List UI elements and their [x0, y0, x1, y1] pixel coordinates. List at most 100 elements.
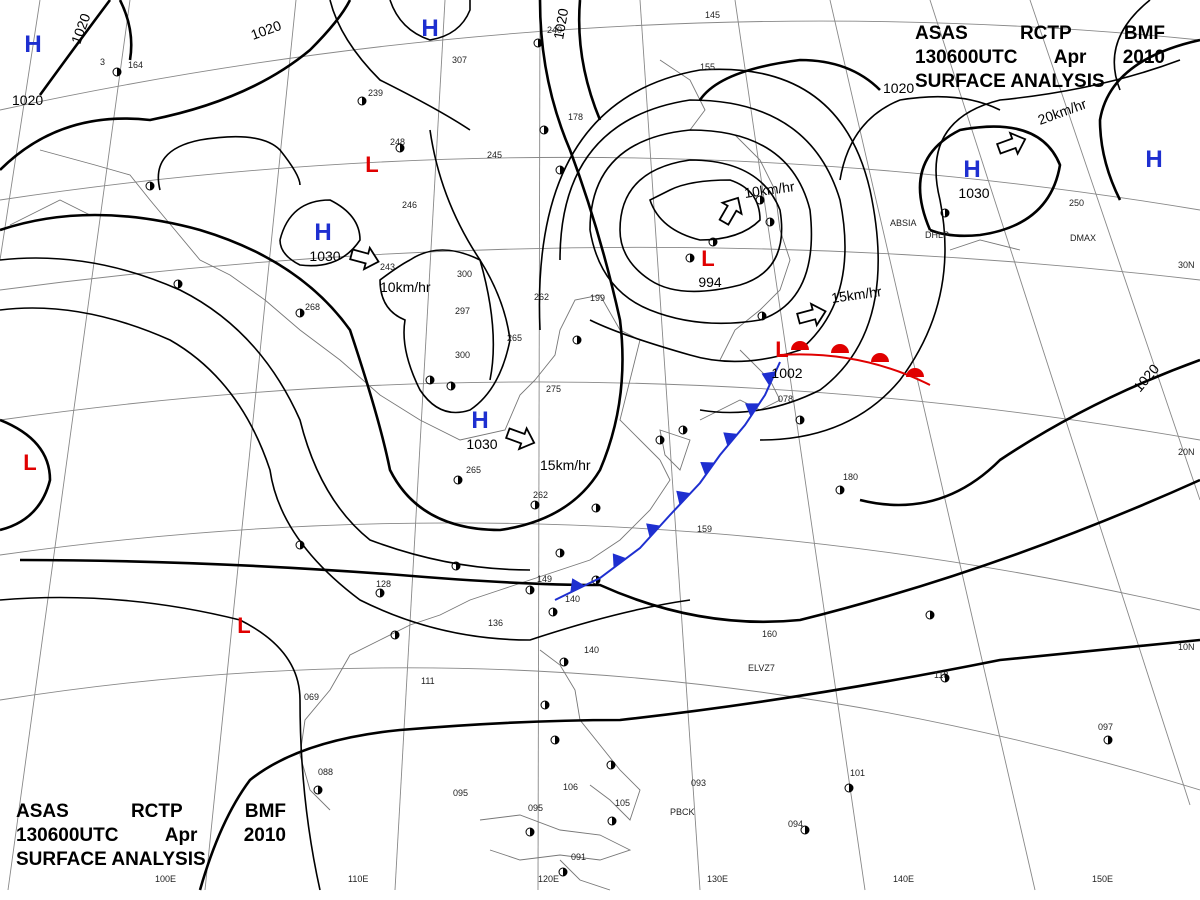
meridian-3 [537, 0, 541, 891]
high-pressure-marker: H [963, 156, 980, 183]
station-value: 105 [615, 798, 630, 808]
station-value: 069 [304, 692, 319, 702]
coastline-7 [559, 859, 611, 891]
isobar-thin-10 [619, 159, 783, 293]
station-value: 297 [455, 306, 470, 316]
station-value: 091 [571, 852, 586, 862]
isobar-value-label: 1020 [550, 7, 571, 41]
fronts [554, 341, 931, 601]
header-station: RCTP [1019, 23, 1072, 44]
station-fill [611, 761, 615, 769]
isobar-thick-10 [0, 418, 52, 532]
station-fill [178, 280, 182, 288]
station-fill [930, 611, 934, 619]
lon-label: 130E [707, 874, 728, 884]
low-pressure-marker: L [365, 152, 378, 177]
station-fill [538, 39, 542, 47]
station-value: 097 [1098, 722, 1113, 732]
station-value: 106 [563, 782, 578, 792]
header-line-1: ASAS RCTP BMF [915, 22, 1165, 46]
coastline-9 [659, 59, 706, 131]
pressure-value: 994 [698, 274, 722, 290]
header-month: Apr [1053, 47, 1087, 68]
motion-arrow [995, 131, 1027, 156]
motion-arrow-shape [504, 426, 536, 451]
chart-header-top: ASAS RCTP BMF 130600UTC Apr 2010 SURFACE… [915, 22, 1165, 94]
station-fill [380, 589, 384, 597]
station-value: ELVZ7 [748, 663, 775, 673]
high-pressure-marker: H [1145, 146, 1162, 173]
footer-line-3: SURFACE ANALYSIS [16, 848, 286, 872]
footer-month: Apr [164, 825, 198, 846]
station-value: 145 [705, 10, 720, 20]
parallel-0 [0, 20, 1200, 111]
isobar-thick-1 [0, 0, 352, 171]
motion-speed-label: 10km/hr [743, 178, 796, 201]
station-value: 111 [421, 676, 435, 686]
footer-region: ASAS [16, 801, 69, 822]
isobar-thick-6 [1098, 38, 1200, 201]
station-fill [362, 97, 366, 105]
pressure-value: 1002 [771, 365, 802, 381]
high-pressure-marker: H [24, 31, 41, 58]
coastline-8 [9, 199, 91, 226]
coastline-2 [719, 134, 791, 361]
lon-label: 110E [348, 874, 368, 884]
station-value: ABSIA [890, 218, 917, 228]
coastline-4 [659, 429, 691, 471]
station-plots: 3 164 239 307 240 178 145 155 246 248 245 243 300 297… [100, 10, 1113, 877]
lon-label: 140E [893, 874, 914, 884]
warm-front-semicircle [871, 353, 889, 362]
isobar-thin-7 [0, 307, 691, 641]
header-year: 2010 [1122, 47, 1165, 68]
low-pressure-marker: L [775, 337, 788, 362]
station-value: 275 [546, 384, 561, 394]
pressure-value: 1030 [309, 248, 340, 264]
header-line-2: 130600UTC Apr 2010 [915, 46, 1165, 70]
lon-label: 120E [538, 874, 559, 884]
station-value: 078 [778, 394, 793, 404]
lat-label: 20N [1178, 447, 1195, 457]
isobar-thick-9 [198, 638, 1200, 891]
header-time: 130600UTC [915, 47, 1018, 68]
station-value: 128 [376, 579, 391, 589]
meridian-6 [829, 0, 1036, 891]
meridian-9 [0, 0, 41, 261]
coastline-3 [699, 349, 781, 421]
station-value: DMAX [1070, 233, 1096, 243]
meridian-1 [204, 0, 297, 891]
station-value: 199 [590, 293, 605, 303]
isobar-thick-4 [698, 58, 881, 101]
parallel-5 [0, 667, 1200, 791]
station-value: 160 [762, 629, 777, 639]
station-fill [840, 486, 844, 494]
motion-speed-label: 15km/hr [830, 283, 883, 306]
station-value: 262 [534, 292, 549, 302]
station-fill [530, 828, 534, 836]
motion-arrow [796, 302, 827, 328]
station-value: 262 [533, 490, 548, 500]
station-fill [762, 312, 766, 320]
station-fill [458, 476, 462, 484]
header-source: BMF [1123, 23, 1165, 44]
station-fill [530, 586, 534, 594]
cold-front-triangle [612, 553, 627, 568]
isobar-value-label: 1020 [12, 92, 43, 108]
motion-arrow-shape [349, 245, 380, 271]
cold-front-triangle [723, 432, 738, 447]
station-fill [800, 416, 804, 424]
motion-arrow-shape [995, 131, 1027, 156]
station-fill [535, 501, 539, 509]
station-fill [770, 218, 774, 226]
station-fill [945, 209, 949, 217]
header-region: ASAS [915, 23, 968, 44]
station-value: 180 [843, 472, 858, 482]
coastline-5 [539, 649, 641, 821]
station-fill [430, 376, 434, 384]
warm-front-line [779, 353, 931, 386]
lon-label: 150E [1092, 874, 1113, 884]
isobar-thin-3 [389, 0, 471, 41]
footer-line-2: 130600UTC Apr 2010 [16, 824, 286, 848]
high-pressure-marker: H [314, 219, 331, 246]
